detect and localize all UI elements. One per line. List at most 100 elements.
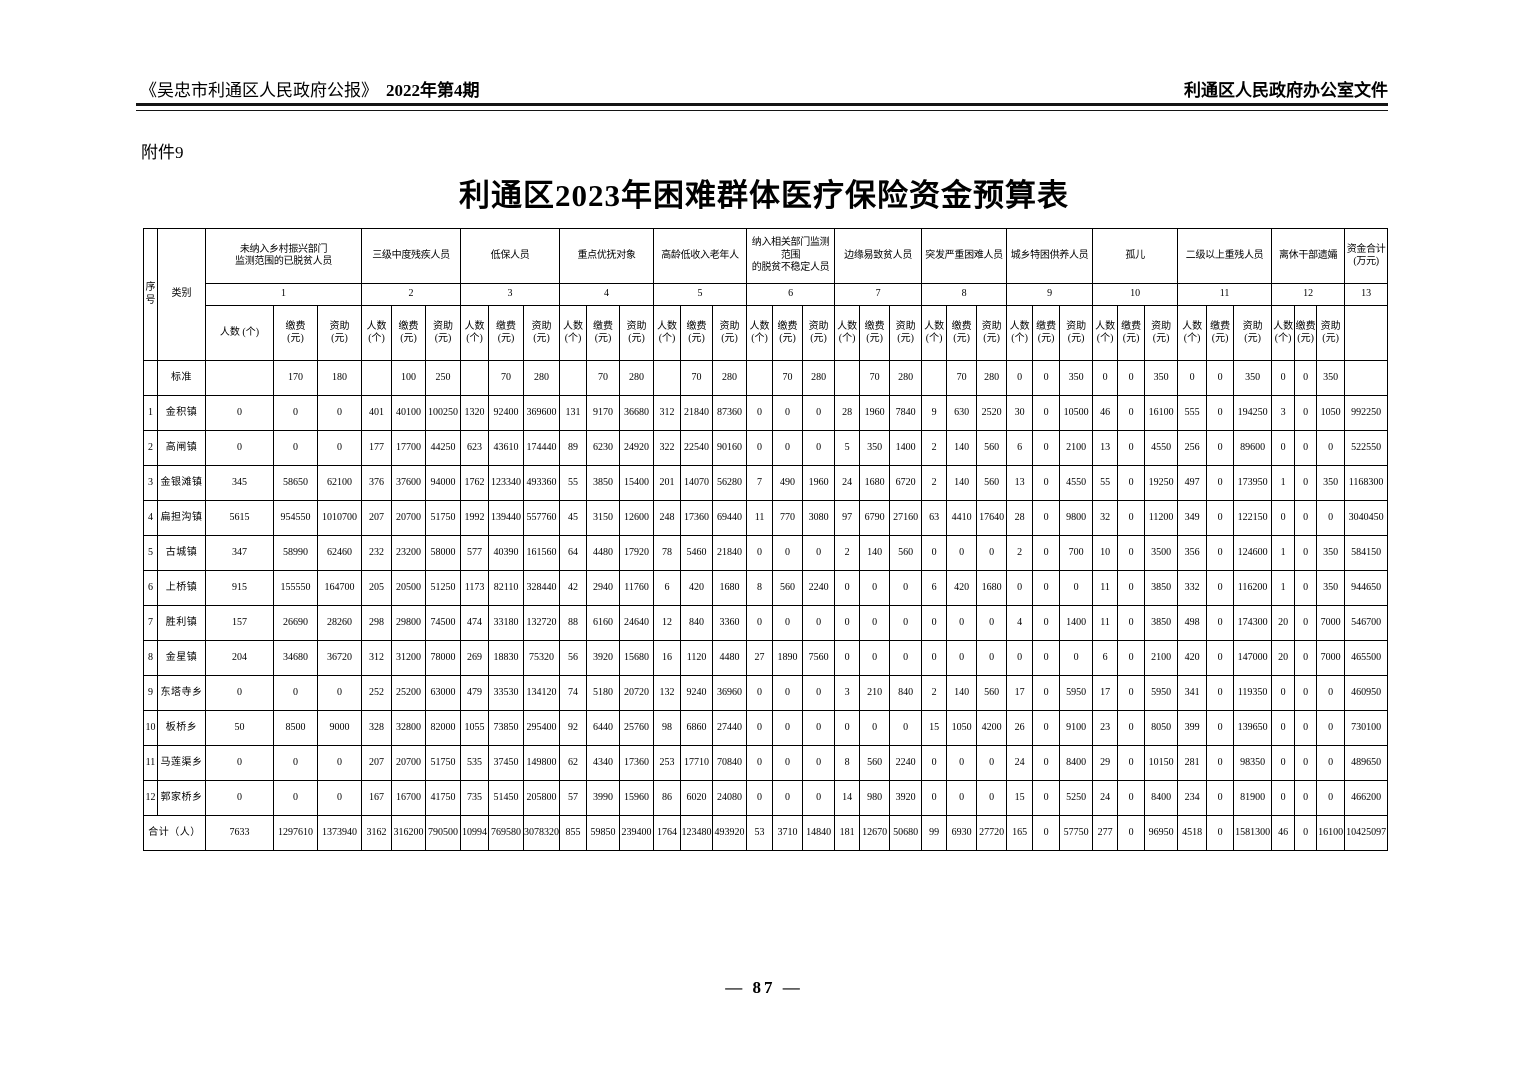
subsidy-label: 资助	[1242, 320, 1263, 332]
data-cell: 0	[921, 780, 948, 816]
standard-value-cell: 0	[1271, 360, 1296, 396]
data-cell: 6	[653, 570, 682, 606]
unit-label: (元)	[1297, 333, 1314, 344]
data-cell: 210	[859, 675, 891, 711]
data-cell: 20500	[391, 570, 427, 606]
subheader-count: 人数 (个)	[834, 305, 861, 361]
data-cell: 0	[316, 430, 363, 466]
data-cell: 0	[1316, 780, 1346, 816]
grand-total-cell: 3078320	[523, 815, 561, 851]
data-cell: 0	[273, 430, 318, 466]
data-cell: 0	[1206, 640, 1235, 676]
data-cell: 24080	[712, 780, 748, 816]
data-cell: 0	[1294, 605, 1318, 641]
unit-label: (元)	[897, 333, 914, 344]
table-row: 9 东塔寺乡 0 0 0 252 25200 63000 479 33530 134120 74 518…	[143, 675, 1389, 711]
data-cell: 11760	[619, 570, 655, 606]
data-cell: 0	[1032, 675, 1061, 711]
subsidy-label: 资助	[329, 320, 350, 332]
data-cell: 0	[1006, 640, 1034, 676]
unit-label: (元)	[331, 333, 348, 344]
data-cell: 0	[889, 570, 923, 606]
data-cell: 0	[1294, 465, 1318, 501]
table-row: 4 扁担沟镇 5615 954550 1010700 207 20700 51750 1992 1…	[143, 500, 1389, 536]
data-cell: 45	[559, 500, 588, 536]
data-cell: 36720	[316, 640, 363, 676]
data-cell: 1890	[772, 640, 804, 676]
data-cell: 62100	[316, 465, 363, 501]
table-row: 1 金积镇 0 0 0 401 40100 100250 1320 92400 369600 131 9…	[143, 395, 1389, 431]
data-cell: 27440	[712, 710, 748, 746]
table-row: 3 金银滩镇 345 58650 62100 376 37600 94000 1762 12334…	[143, 465, 1389, 501]
standard-value-cell: 0	[1177, 360, 1208, 396]
data-cell: 62	[559, 745, 588, 781]
column-group-number: 1	[204, 283, 363, 306]
data-cell: 9100	[1059, 710, 1094, 746]
grand-total-cell: 7633	[205, 815, 274, 851]
data-cell: 0	[772, 675, 804, 711]
data-cell: 3	[1271, 395, 1296, 431]
unit-label: (个)	[1274, 333, 1292, 344]
data-cell: 57	[559, 780, 588, 816]
table-row: 8 金星镇 204 34680 36720 312 31200 78000 269 18830 75…	[143, 640, 1389, 676]
column-group-header: 离休干部遗孀	[1271, 228, 1346, 284]
data-cell: 24	[1092, 780, 1119, 816]
subheader-fee: 缴费 (元)	[859, 305, 891, 361]
data-cell: 0	[1006, 570, 1034, 606]
data-cell: 345	[205, 465, 274, 501]
data-cell: 0	[834, 605, 861, 641]
grand-total-cell: 1764	[653, 815, 682, 851]
column-group-number: 9	[1006, 283, 1094, 306]
standard-value-cell	[205, 360, 274, 396]
grand-total-cell: 769580	[488, 815, 525, 851]
subheader-subsidy: 资助 (元)	[523, 305, 561, 361]
data-cell: 97	[834, 500, 861, 536]
data-cell: 56	[559, 640, 588, 676]
unit-label: (个)	[751, 333, 768, 344]
data-cell: 194250	[1233, 395, 1273, 431]
data-cell: 0	[946, 780, 978, 816]
grand-total-label: 合计（人）	[143, 815, 206, 851]
data-cell: 124600	[1233, 535, 1273, 571]
data-cell: 1173	[460, 570, 490, 606]
data-cell: 0	[1117, 710, 1146, 746]
data-cell: 7560	[802, 640, 836, 676]
data-cell: 4340	[586, 745, 621, 781]
data-cell: 560	[772, 570, 804, 606]
data-cell: 0	[1117, 745, 1146, 781]
standard-value-cell	[746, 360, 774, 396]
data-cell: 1762	[460, 465, 490, 501]
data-cell: 0	[889, 710, 923, 746]
subheader-count: 人数 (个)	[205, 305, 274, 361]
data-cell: 420	[680, 570, 714, 606]
column-group-header: 未纳入乡村振兴部门 监测范围的已脱贫人员	[204, 228, 363, 284]
data-cell: 0	[1117, 465, 1146, 501]
unit-label: (元)	[628, 333, 645, 344]
data-cell: 33180	[488, 605, 525, 641]
row-index: 11	[143, 745, 158, 781]
standard-value-cell: 70	[946, 360, 978, 396]
data-cell: 9000	[316, 710, 363, 746]
data-cell: 207	[361, 745, 393, 781]
row-label: 金积镇	[157, 395, 206, 431]
data-cell: 557760	[523, 500, 561, 536]
data-cell: 173950	[1233, 465, 1273, 501]
data-cell: 15	[1006, 780, 1034, 816]
column-group-header: 突发严重困难人员	[921, 228, 1008, 284]
standard-value-cell: 0	[1294, 360, 1318, 396]
data-cell: 1680	[712, 570, 748, 606]
data-cell: 770	[772, 500, 804, 536]
data-cell: 28	[1006, 500, 1034, 536]
data-cell: 32	[1092, 500, 1119, 536]
data-cell: 11200	[1144, 500, 1179, 536]
row-label: 金银滩镇	[157, 465, 206, 501]
data-cell: 3850	[1144, 570, 1179, 606]
data-cell: 55	[1092, 465, 1119, 501]
subheader-subsidy: 资助 (元)	[1059, 305, 1094, 361]
row-label: 金星镇	[157, 640, 206, 676]
data-cell: 0	[1316, 675, 1346, 711]
data-cell: 0	[316, 745, 363, 781]
data-cell: 3080	[802, 500, 836, 536]
grand-total-cell: 0	[1117, 815, 1146, 851]
grand-total-cell: 57750	[1059, 815, 1094, 851]
